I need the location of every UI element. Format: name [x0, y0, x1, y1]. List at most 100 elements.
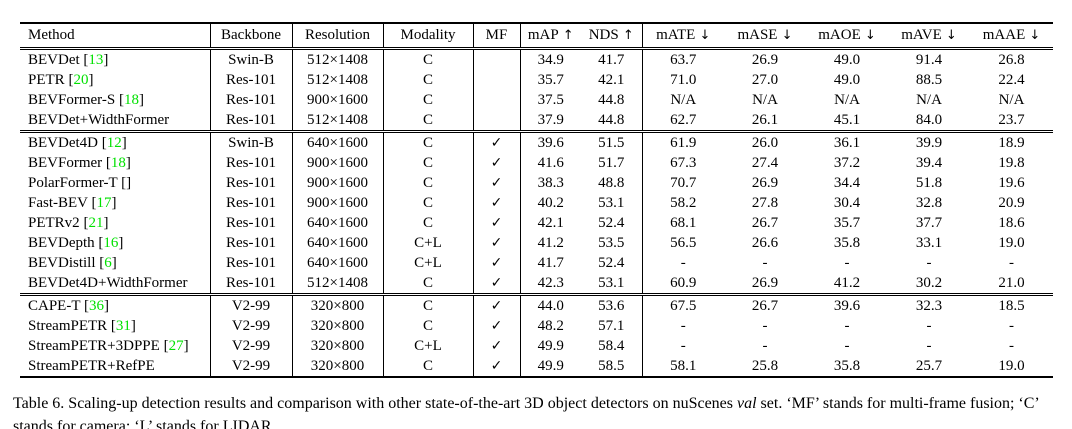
cell-mase: - — [762, 338, 768, 354]
table-row: CAPE-T [36] V2-99 320×800 C ✓ 44.0 53.6 67.5 26.… — [20, 293, 1053, 316]
checkmark-icon: ✓ — [490, 195, 503, 211]
citation-number[interactable]: 20 — [73, 72, 89, 88]
cell-modality: C+L — [383, 253, 474, 273]
cell-mave: 84.0 — [915, 112, 943, 128]
cell-maae: 19.0 — [998, 358, 1025, 374]
cell-resolution: 320×800 — [292, 356, 384, 377]
cell-mave: 51.8 — [915, 175, 943, 191]
cell-backbone: Res-101 — [210, 253, 293, 273]
cell-mave: - — [926, 318, 932, 334]
citation-link[interactable]: [13] — [79, 52, 109, 68]
cell-maae: - — [1009, 255, 1014, 271]
cell-mase: 26.1 — [751, 112, 779, 128]
citation-number[interactable]: 18 — [110, 155, 126, 171]
cell-mave: 39.9 — [888, 130, 970, 153]
up-arrow-icon: ↑ — [618, 28, 634, 43]
citation-number[interactable]: 21 — [88, 215, 104, 231]
cell-mase: 26.9 — [751, 275, 779, 291]
down-arrow-icon: ↓ — [941, 28, 957, 43]
cell-mf: ✓ — [473, 173, 521, 193]
checkmark-icon: ✓ — [490, 255, 503, 271]
citation-link[interactable]: [27] — [159, 338, 189, 354]
cell-resolution: 512×1408 — [292, 273, 384, 295]
cell-resolution: 640×1600 — [292, 233, 384, 253]
cell-nds: 51.5 — [581, 130, 643, 153]
cell-maae: 26.8 — [998, 52, 1025, 68]
cell-method: BEVDistill [6] — [20, 253, 211, 273]
cell-resolution: 900×1600 — [292, 193, 384, 213]
cell-mave: 88.5 — [915, 72, 943, 88]
col-header-modality: Modality — [383, 23, 474, 50]
cell-mate: 68.1 — [670, 215, 697, 231]
cell-mate: 60.9 — [670, 275, 697, 291]
cell-resolution: 320×800 — [292, 336, 384, 356]
citation-link[interactable]: [17] — [87, 195, 117, 211]
table-row: StreamPETR+3DPPE [27] V2-99 320×800 C+L ✓ 49.… — [20, 336, 1053, 356]
citation-number[interactable]: 16 — [103, 235, 119, 251]
cell-mate: N/A — [670, 92, 697, 108]
cell-mf — [473, 90, 521, 110]
citation-link[interactable]: [20] — [64, 72, 94, 88]
citation-number[interactable]: 17 — [96, 195, 112, 211]
caption-text: set. ‘MF’ stands for multi-frame fusion;… — [13, 395, 1039, 429]
down-arrow-icon: ↓ — [777, 28, 793, 43]
table-row: BEVDepth [16] Res-101 640×1600 C+L ✓ 41.2 53.5… — [20, 233, 1053, 253]
citation-number[interactable]: 27 — [168, 338, 184, 354]
cell-nds: 42.1 — [581, 70, 643, 90]
method-name: BEVFormer — [28, 155, 103, 171]
cell-backbone: Swin-B — [210, 130, 293, 153]
cell-maoe: 35.7 — [833, 215, 861, 231]
citation-link[interactable]: [31] — [107, 318, 136, 334]
citation-number[interactable]: 31 — [115, 318, 131, 334]
cell-method: StreamPETR+3DPPE [27] — [20, 336, 211, 356]
cell-mf: ✓ — [473, 316, 521, 336]
cell-maoe: - — [844, 338, 850, 354]
citation-number[interactable]: 13 — [88, 52, 104, 68]
up-arrow-icon: ↑ — [558, 28, 574, 43]
cell-mave: 32.3 — [888, 293, 970, 316]
citation-number[interactable]: 36 — [88, 298, 104, 314]
cell-method: PolarFormer-T [] — [20, 173, 211, 193]
cell-resolution: 512×1408 — [292, 48, 384, 70]
cell-maoe: - — [844, 318, 850, 334]
citation-number[interactable]: 6 — [104, 255, 112, 271]
cell-map: 44.0 — [520, 293, 581, 316]
cell-backbone: Swin-B — [210, 48, 293, 70]
cell-backbone: Res-101 — [210, 173, 293, 193]
table-row: StreamPETR+RefPE V2-99 320×800 C ✓ 49.9 58.5 58… — [20, 356, 1053, 377]
down-arrow-icon: ↓ — [695, 28, 711, 43]
cell-maoe: 49.0 — [833, 72, 861, 88]
method-name: BEVDet4D — [28, 135, 98, 151]
citation-link[interactable]: [21] — [79, 215, 109, 231]
table-body: BEVDet [13] Swin-B 512×1408 C 34.9 41.7 63.7 26… — [20, 48, 1053, 377]
cell-nds: 44.8 — [581, 110, 643, 132]
cell-mase: - — [762, 255, 768, 271]
citation-link[interactable]: [6] — [95, 255, 117, 271]
table-row: PolarFormer-T [] Res-101 900×1600 C ✓ 38.3 48.… — [20, 173, 1053, 193]
checkmark-icon: ✓ — [490, 135, 503, 151]
cell-method: BEVDet4D+WidthFormer — [20, 273, 211, 295]
cell-method: BEVDet4D [12] — [20, 130, 211, 153]
checkmark-icon: ✓ — [490, 155, 503, 171]
citation-link[interactable]: [16] — [94, 235, 124, 251]
cell-backbone: V2-99 — [210, 316, 293, 336]
cell-map: 38.3 — [537, 175, 564, 191]
citation-link[interactable]: [18] — [102, 155, 131, 171]
cell-modality: C — [383, 173, 474, 193]
col-header-maoe: mAOE ↓ — [806, 23, 888, 50]
citation-link[interactable]: [] — [117, 175, 132, 191]
citation-link[interactable]: [12] — [98, 135, 127, 151]
citation-link[interactable]: [18] — [115, 92, 144, 108]
method-name: StreamPETR+RefPE — [28, 358, 155, 374]
method-name: BEVDet+WidthFormer — [28, 112, 170, 128]
col-header-backbone: Backbone — [210, 23, 293, 50]
method-name: PETRv2 — [28, 215, 80, 231]
citation-number[interactable]: 12 — [106, 135, 122, 151]
cell-backbone: V2-99 — [210, 336, 293, 356]
method-name: BEVDet — [28, 52, 80, 68]
cell-map: 40.2 — [537, 195, 564, 211]
citation-link[interactable]: [36] — [80, 298, 109, 314]
cell-maae: - — [1009, 318, 1014, 334]
citation-number[interactable]: 18 — [123, 92, 139, 108]
cell-mase: - — [762, 318, 768, 334]
